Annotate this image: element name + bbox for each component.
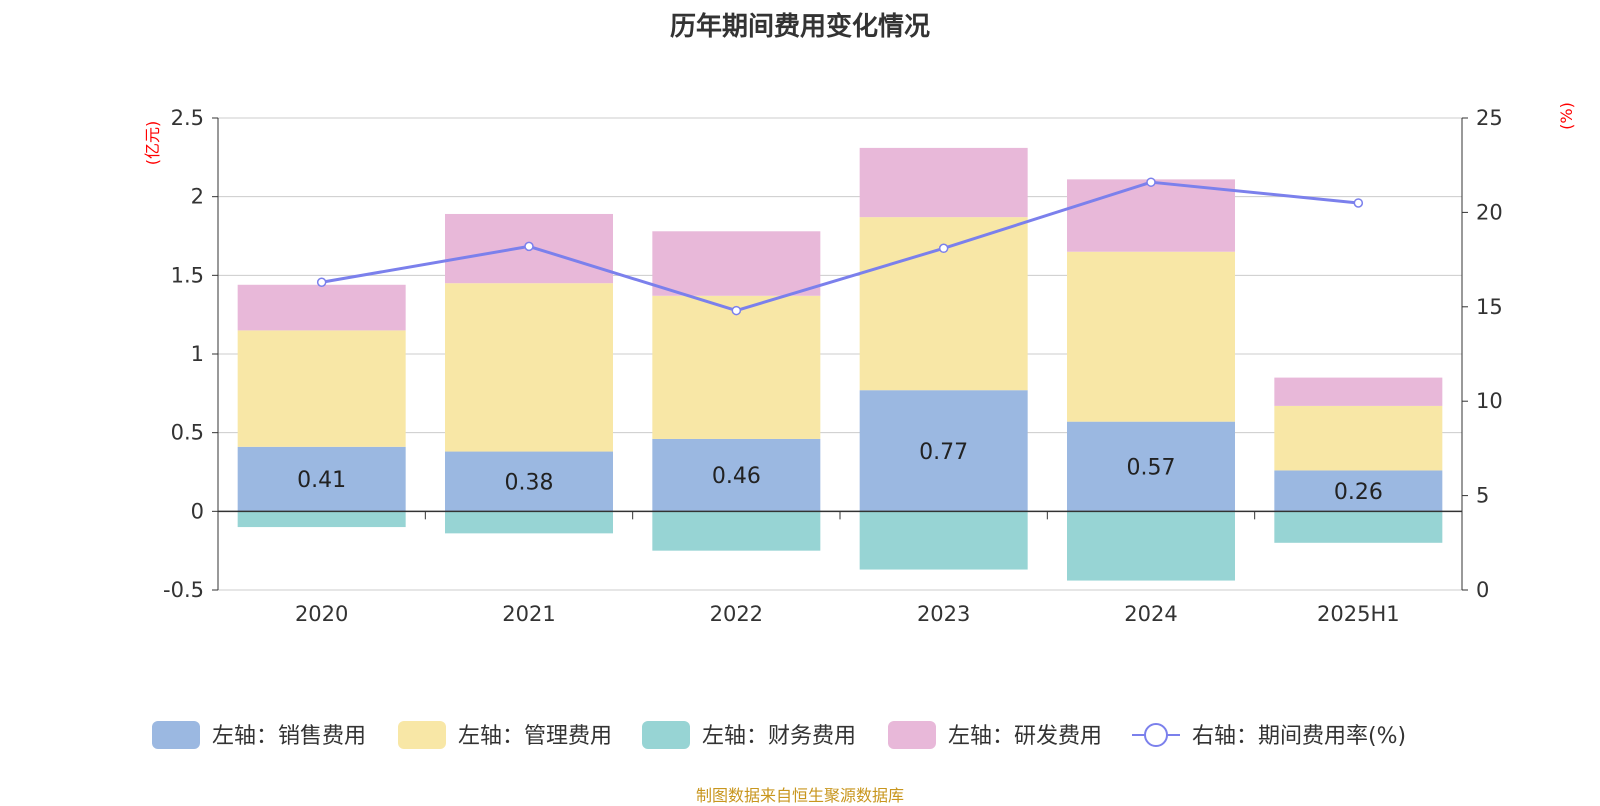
legend-swatch xyxy=(152,721,200,749)
bar-segment xyxy=(652,231,821,296)
right-axis-unit: (%) xyxy=(1557,102,1576,130)
category-label: 2025H1 xyxy=(1317,602,1400,626)
bar-data-label: 0.26 xyxy=(1334,480,1383,505)
bar-segment xyxy=(652,511,821,551)
bar-segment xyxy=(859,147,1028,218)
legend-label: 右轴：期间费用率(%) xyxy=(1192,724,1406,749)
bar-segment xyxy=(1067,421,1235,512)
legend-swatch xyxy=(888,721,936,749)
category-label: 2023 xyxy=(917,602,970,626)
bar-segment xyxy=(237,511,406,528)
bar-segment xyxy=(445,511,613,534)
right-tick-label: 20 xyxy=(1476,200,1503,224)
bar-segment xyxy=(1067,251,1235,422)
category-label: 2022 xyxy=(710,602,763,626)
rate-point xyxy=(731,305,742,316)
category-label: 2021 xyxy=(502,602,555,626)
legend-label: 左轴：销售费用 xyxy=(212,724,366,749)
right-tick-label: 5 xyxy=(1476,484,1489,508)
bar-segment xyxy=(652,438,821,512)
bar-data-label: 0.41 xyxy=(297,468,346,493)
bar-data-label: 0.38 xyxy=(505,470,554,495)
left-tick-label: -0.5 xyxy=(163,578,204,602)
bar-segment xyxy=(237,330,406,447)
rate-point xyxy=(524,241,534,252)
legend-swatch xyxy=(642,721,690,749)
bar-segment xyxy=(445,283,613,452)
bar-segment xyxy=(859,511,1028,570)
left-tick-label: 1.5 xyxy=(171,263,204,287)
left-axis-unit: (亿元) xyxy=(143,121,162,166)
chart-title: 历年期间费用变化情况 xyxy=(669,12,930,42)
bar-segment xyxy=(237,446,406,512)
source-note: 制图数据来自恒生聚源数据库 xyxy=(695,786,904,805)
bar-segment xyxy=(1067,511,1235,581)
bar-segment xyxy=(859,217,1028,391)
rate-point xyxy=(316,277,327,288)
left-tick-label: 1 xyxy=(191,342,204,366)
left-tick-label: 2 xyxy=(191,185,204,209)
left-tick-label: 0.5 xyxy=(171,421,204,445)
right-tick-label: 10 xyxy=(1476,389,1503,413)
right-tick-label: 0 xyxy=(1476,578,1489,602)
bar-segment xyxy=(445,451,613,512)
bar-data-label: 0.46 xyxy=(712,464,761,489)
bar-segment xyxy=(1067,179,1235,252)
right-tick-label: 15 xyxy=(1476,295,1503,319)
bar-segment xyxy=(1274,405,1443,471)
bar-segment xyxy=(1274,377,1443,406)
bar-segment xyxy=(1274,470,1443,512)
bar-segment xyxy=(652,295,821,439)
bar-segment xyxy=(1274,511,1443,543)
legend-label: 左轴：研发费用 xyxy=(948,724,1102,749)
right-tick-label: 25 xyxy=(1476,106,1503,130)
bar-segment xyxy=(237,284,406,331)
rate-point xyxy=(938,243,949,254)
legend-swatch xyxy=(398,721,446,749)
left-tick-label: 0 xyxy=(191,499,204,523)
legend-label: 左轴：财务费用 xyxy=(702,724,856,749)
category-label: 2024 xyxy=(1124,602,1177,626)
rate-line xyxy=(321,180,1359,313)
category-label: 2020 xyxy=(295,602,348,626)
left-tick-label: 2.5 xyxy=(171,106,204,130)
bar-data-label: 0.77 xyxy=(919,440,968,465)
bar-data-label: 0.57 xyxy=(1127,455,1176,480)
legend-marker xyxy=(1144,723,1168,747)
legend-label: 左轴：管理费用 xyxy=(458,724,612,749)
rate-point xyxy=(1353,198,1364,208)
rate-point xyxy=(1146,177,1156,187)
bar-segment xyxy=(859,390,1028,512)
